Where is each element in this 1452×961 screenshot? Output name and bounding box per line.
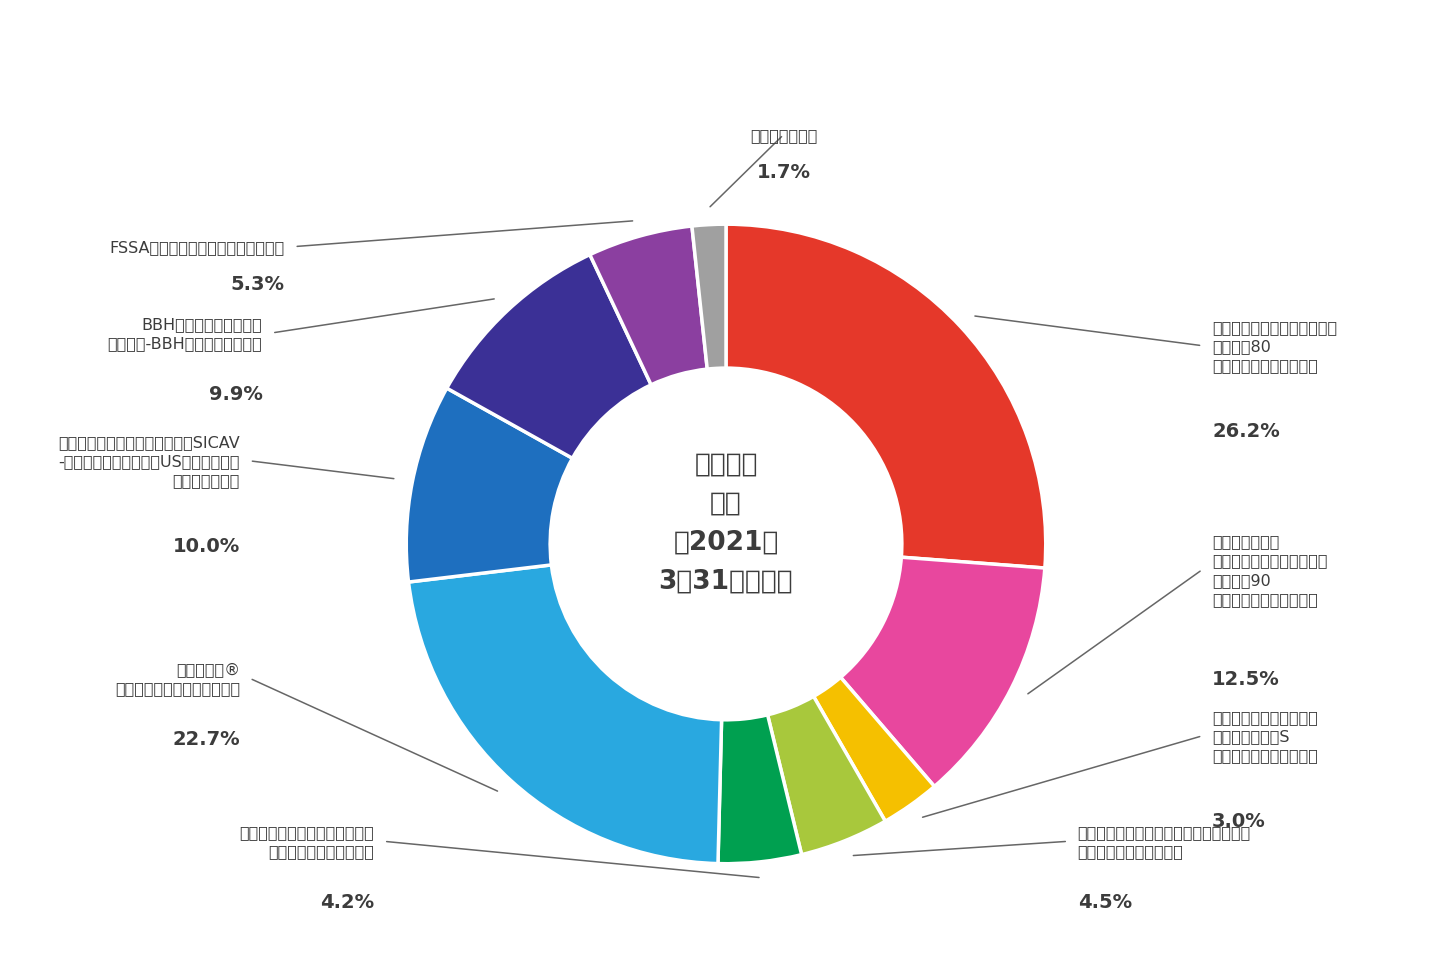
- Wedge shape: [726, 225, 1045, 569]
- Wedge shape: [447, 256, 650, 458]
- Text: 短期金融資産等: 短期金融資産等: [749, 128, 817, 143]
- Wedge shape: [590, 227, 707, 385]
- Text: バンガード®
米国オポチュニティファンド: バンガード® 米国オポチュニティファンド: [115, 661, 240, 696]
- Text: 3.0%: 3.0%: [1212, 811, 1266, 830]
- Wedge shape: [407, 389, 572, 582]
- Text: アライアンス・バーンスタインSICAV
-コンセントレイテッドUSエクイティ・
ポートフォリオ: アライアンス・バーンスタインSICAV -コンセントレイテッドUSエクイティ・ …: [58, 434, 240, 488]
- Text: 9.9%: 9.9%: [209, 384, 263, 404]
- Wedge shape: [768, 697, 886, 854]
- Wedge shape: [408, 565, 722, 864]
- Wedge shape: [693, 225, 726, 370]
- Text: コムジェスト・ヨーロッパ・
ファンド80
（適格機関投資家限定）: コムジェスト・ヨーロッパ・ ファンド80 （適格機関投資家限定）: [1212, 320, 1337, 373]
- Text: コムジェスト日本株式ファンド
（適格機関投資家限定）: コムジェスト日本株式ファンド （適格機関投資家限定）: [240, 825, 375, 858]
- Wedge shape: [717, 715, 802, 864]
- Text: 1.7%: 1.7%: [756, 162, 810, 182]
- Text: コムジェスト・
エマージングマーケッツ・
ファンド90
（適格機関投資家限定）: コムジェスト・ エマージングマーケッツ・ ファンド90 （適格機関投資家限定）: [1212, 533, 1327, 606]
- Text: 5.3%: 5.3%: [231, 275, 285, 293]
- Text: 10.0%: 10.0%: [173, 536, 240, 555]
- Wedge shape: [813, 678, 935, 822]
- Text: 4.5%: 4.5%: [1077, 893, 1133, 912]
- Text: 資産配分
状況
（2021年
3月31日現在）: 資産配分 状況 （2021年 3月31日現在）: [659, 451, 793, 594]
- Wedge shape: [841, 557, 1045, 787]
- Text: 4.2%: 4.2%: [319, 893, 375, 912]
- Text: 12.5%: 12.5%: [1212, 669, 1279, 688]
- Text: 26.2%: 26.2%: [1212, 422, 1279, 440]
- Text: スパークス・集中投資・
日本株ファンドS
＜適格機関投資家限定＞: スパークス・集中投資・ 日本株ファンドS ＜適格機関投資家限定＞: [1212, 709, 1318, 763]
- Text: スパークス・長期厳選・日本株ファンド
＜適格機関投資家限定＞: スパークス・長期厳選・日本株ファンド ＜適格機関投資家限定＞: [1077, 825, 1252, 858]
- Text: BBH・ルクセンブルグ・
ファンズ-BBH・コア・セレクト: BBH・ルクセンブルグ・ ファンズ-BBH・コア・セレクト: [107, 316, 263, 351]
- Text: FSSAアジア・フォーカス・ファンド: FSSAアジア・フォーカス・ファンド: [109, 240, 285, 255]
- Text: 22.7%: 22.7%: [173, 729, 240, 749]
